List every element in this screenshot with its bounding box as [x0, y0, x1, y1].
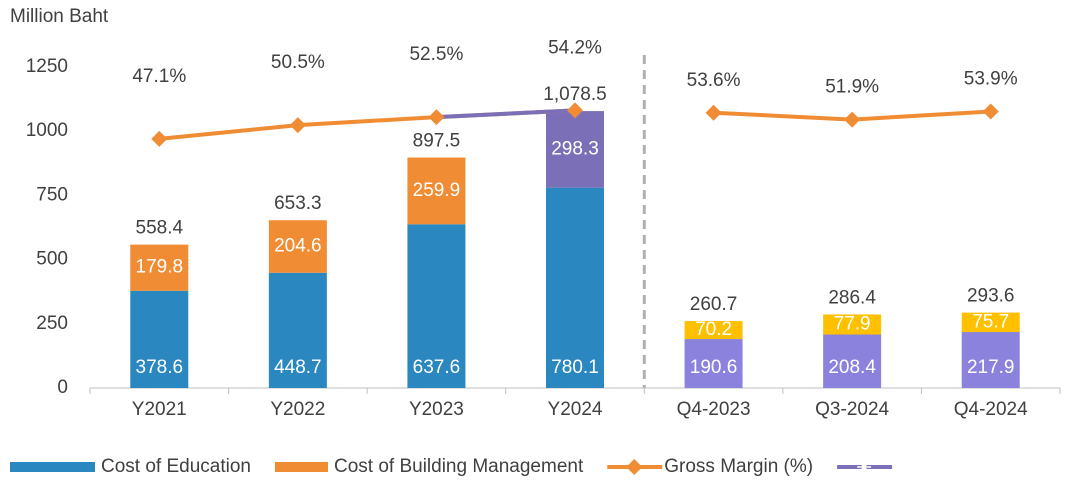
segment-label: 70.2 — [695, 319, 732, 340]
margin-label: 52.5% — [409, 44, 463, 65]
x-tick-label: Y2024 — [548, 399, 603, 420]
legend-marker — [626, 459, 643, 475]
segment-label: 208.4 — [828, 357, 876, 378]
segment-label: 448.7 — [274, 357, 322, 378]
legend-label: Cost of Building Management — [334, 456, 584, 477]
segment-label: 179.8 — [136, 257, 184, 278]
bar-segment — [130, 244, 189, 291]
total-label: 1,078.5 — [543, 84, 606, 105]
bar-segment — [546, 111, 604, 188]
bar-segment — [130, 290, 189, 388]
y-tick-label: 250 — [36, 313, 68, 334]
y-tick-label: 500 — [36, 249, 68, 270]
total-label: 653.3 — [274, 193, 322, 214]
x-tick-label: Y2023 — [409, 399, 464, 420]
total-label: 293.6 — [967, 286, 1015, 307]
legend-marker — [857, 460, 872, 474]
margin-label: 53.6% — [687, 70, 741, 91]
line-marker — [982, 103, 999, 120]
bar-segment — [684, 339, 743, 388]
margin-label: 47.1% — [132, 66, 186, 87]
y-axis-label: Million Baht — [10, 6, 109, 27]
segment-label: 637.6 — [413, 357, 461, 378]
line-marker — [151, 130, 168, 147]
margin-label: 50.5% — [271, 52, 325, 73]
segment-label: 378.6 — [136, 357, 184, 378]
bar-segment — [268, 220, 327, 273]
line-marker — [705, 104, 722, 121]
x-tick-label: Q4-2024 — [954, 399, 1028, 420]
legend-label: Cost of Education — [101, 456, 251, 477]
total-label: 558.4 — [136, 218, 184, 239]
legend-swatch — [274, 462, 328, 472]
margin-label: 53.9% — [964, 69, 1018, 90]
line — [436, 108, 576, 120]
x-tick-label: Q4-2023 — [677, 399, 751, 420]
margin-label: 51.9% — [825, 77, 879, 98]
total-label: 260.7 — [690, 294, 738, 315]
segment-label: 298.3 — [551, 138, 599, 159]
bar-segment — [268, 272, 327, 388]
total-label: 286.4 — [828, 287, 876, 308]
legend-swatch — [10, 462, 95, 472]
y-tick-label: 750 — [36, 184, 68, 205]
x-tick-label: Y2021 — [132, 399, 187, 420]
segment-label: 204.6 — [274, 236, 322, 257]
legend-label: Gross Margin (%) — [664, 456, 813, 477]
segment-label: 75.7 — [972, 311, 1009, 332]
line-marker — [289, 117, 306, 134]
segment-label: 77.9 — [834, 313, 871, 334]
line-marker — [567, 102, 583, 119]
y-tick-label: 1250 — [26, 56, 68, 77]
bar-segment — [407, 157, 466, 225]
margin-label: 54.2% — [548, 37, 602, 58]
y-tick-label: 1000 — [26, 120, 68, 141]
bar-segment — [546, 187, 604, 388]
segment-label: 780.1 — [551, 357, 599, 378]
x-tick-label: Y2022 — [270, 399, 325, 420]
bar-segment — [823, 314, 882, 335]
y-tick-label: 0 — [57, 377, 68, 398]
segment-label: 217.9 — [967, 357, 1015, 378]
segment-label: 259.9 — [413, 180, 461, 201]
segment-label: 190.6 — [690, 357, 738, 378]
line-marker — [844, 111, 861, 128]
bar-segment — [684, 321, 743, 340]
bar-segment — [961, 312, 1020, 333]
bar-segment — [407, 224, 466, 388]
line-marker — [428, 109, 445, 126]
bar-segment — [961, 332, 1020, 388]
bar-segment — [823, 334, 882, 388]
x-tick-label: Q3-2024 — [815, 399, 889, 420]
total-label: 897.5 — [413, 131, 461, 152]
